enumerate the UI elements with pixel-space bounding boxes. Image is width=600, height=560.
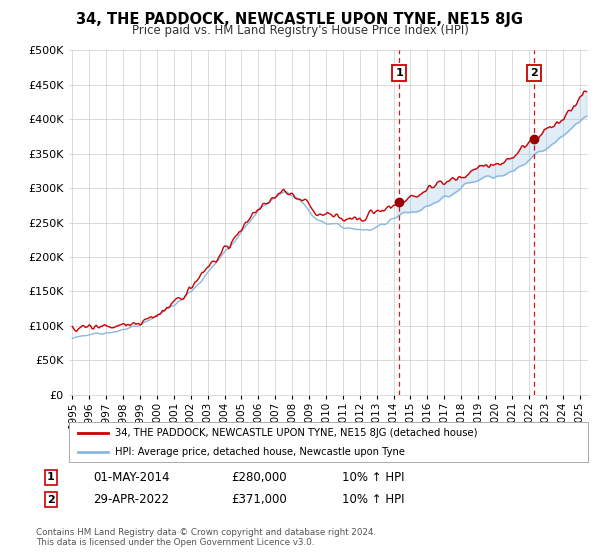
Text: £280,000: £280,000 (231, 470, 287, 484)
Text: 29-APR-2022: 29-APR-2022 (93, 493, 169, 506)
Text: 34, THE PADDOCK, NEWCASTLE UPON TYNE, NE15 8JG (detached house): 34, THE PADDOCK, NEWCASTLE UPON TYNE, NE… (115, 428, 477, 438)
Text: 01-MAY-2014: 01-MAY-2014 (93, 470, 170, 484)
Text: Contains HM Land Registry data © Crown copyright and database right 2024.
This d: Contains HM Land Registry data © Crown c… (36, 528, 376, 547)
Text: 2: 2 (530, 68, 538, 78)
Text: 2: 2 (47, 494, 55, 505)
Text: 10% ↑ HPI: 10% ↑ HPI (342, 493, 404, 506)
Text: 1: 1 (47, 472, 55, 482)
Text: Price paid vs. HM Land Registry's House Price Index (HPI): Price paid vs. HM Land Registry's House … (131, 24, 469, 36)
Text: £371,000: £371,000 (231, 493, 287, 506)
Text: 34, THE PADDOCK, NEWCASTLE UPON TYNE, NE15 8JG: 34, THE PADDOCK, NEWCASTLE UPON TYNE, NE… (77, 12, 523, 27)
Text: 1: 1 (395, 68, 403, 78)
Text: HPI: Average price, detached house, Newcastle upon Tyne: HPI: Average price, detached house, Newc… (115, 447, 404, 457)
Text: 10% ↑ HPI: 10% ↑ HPI (342, 470, 404, 484)
